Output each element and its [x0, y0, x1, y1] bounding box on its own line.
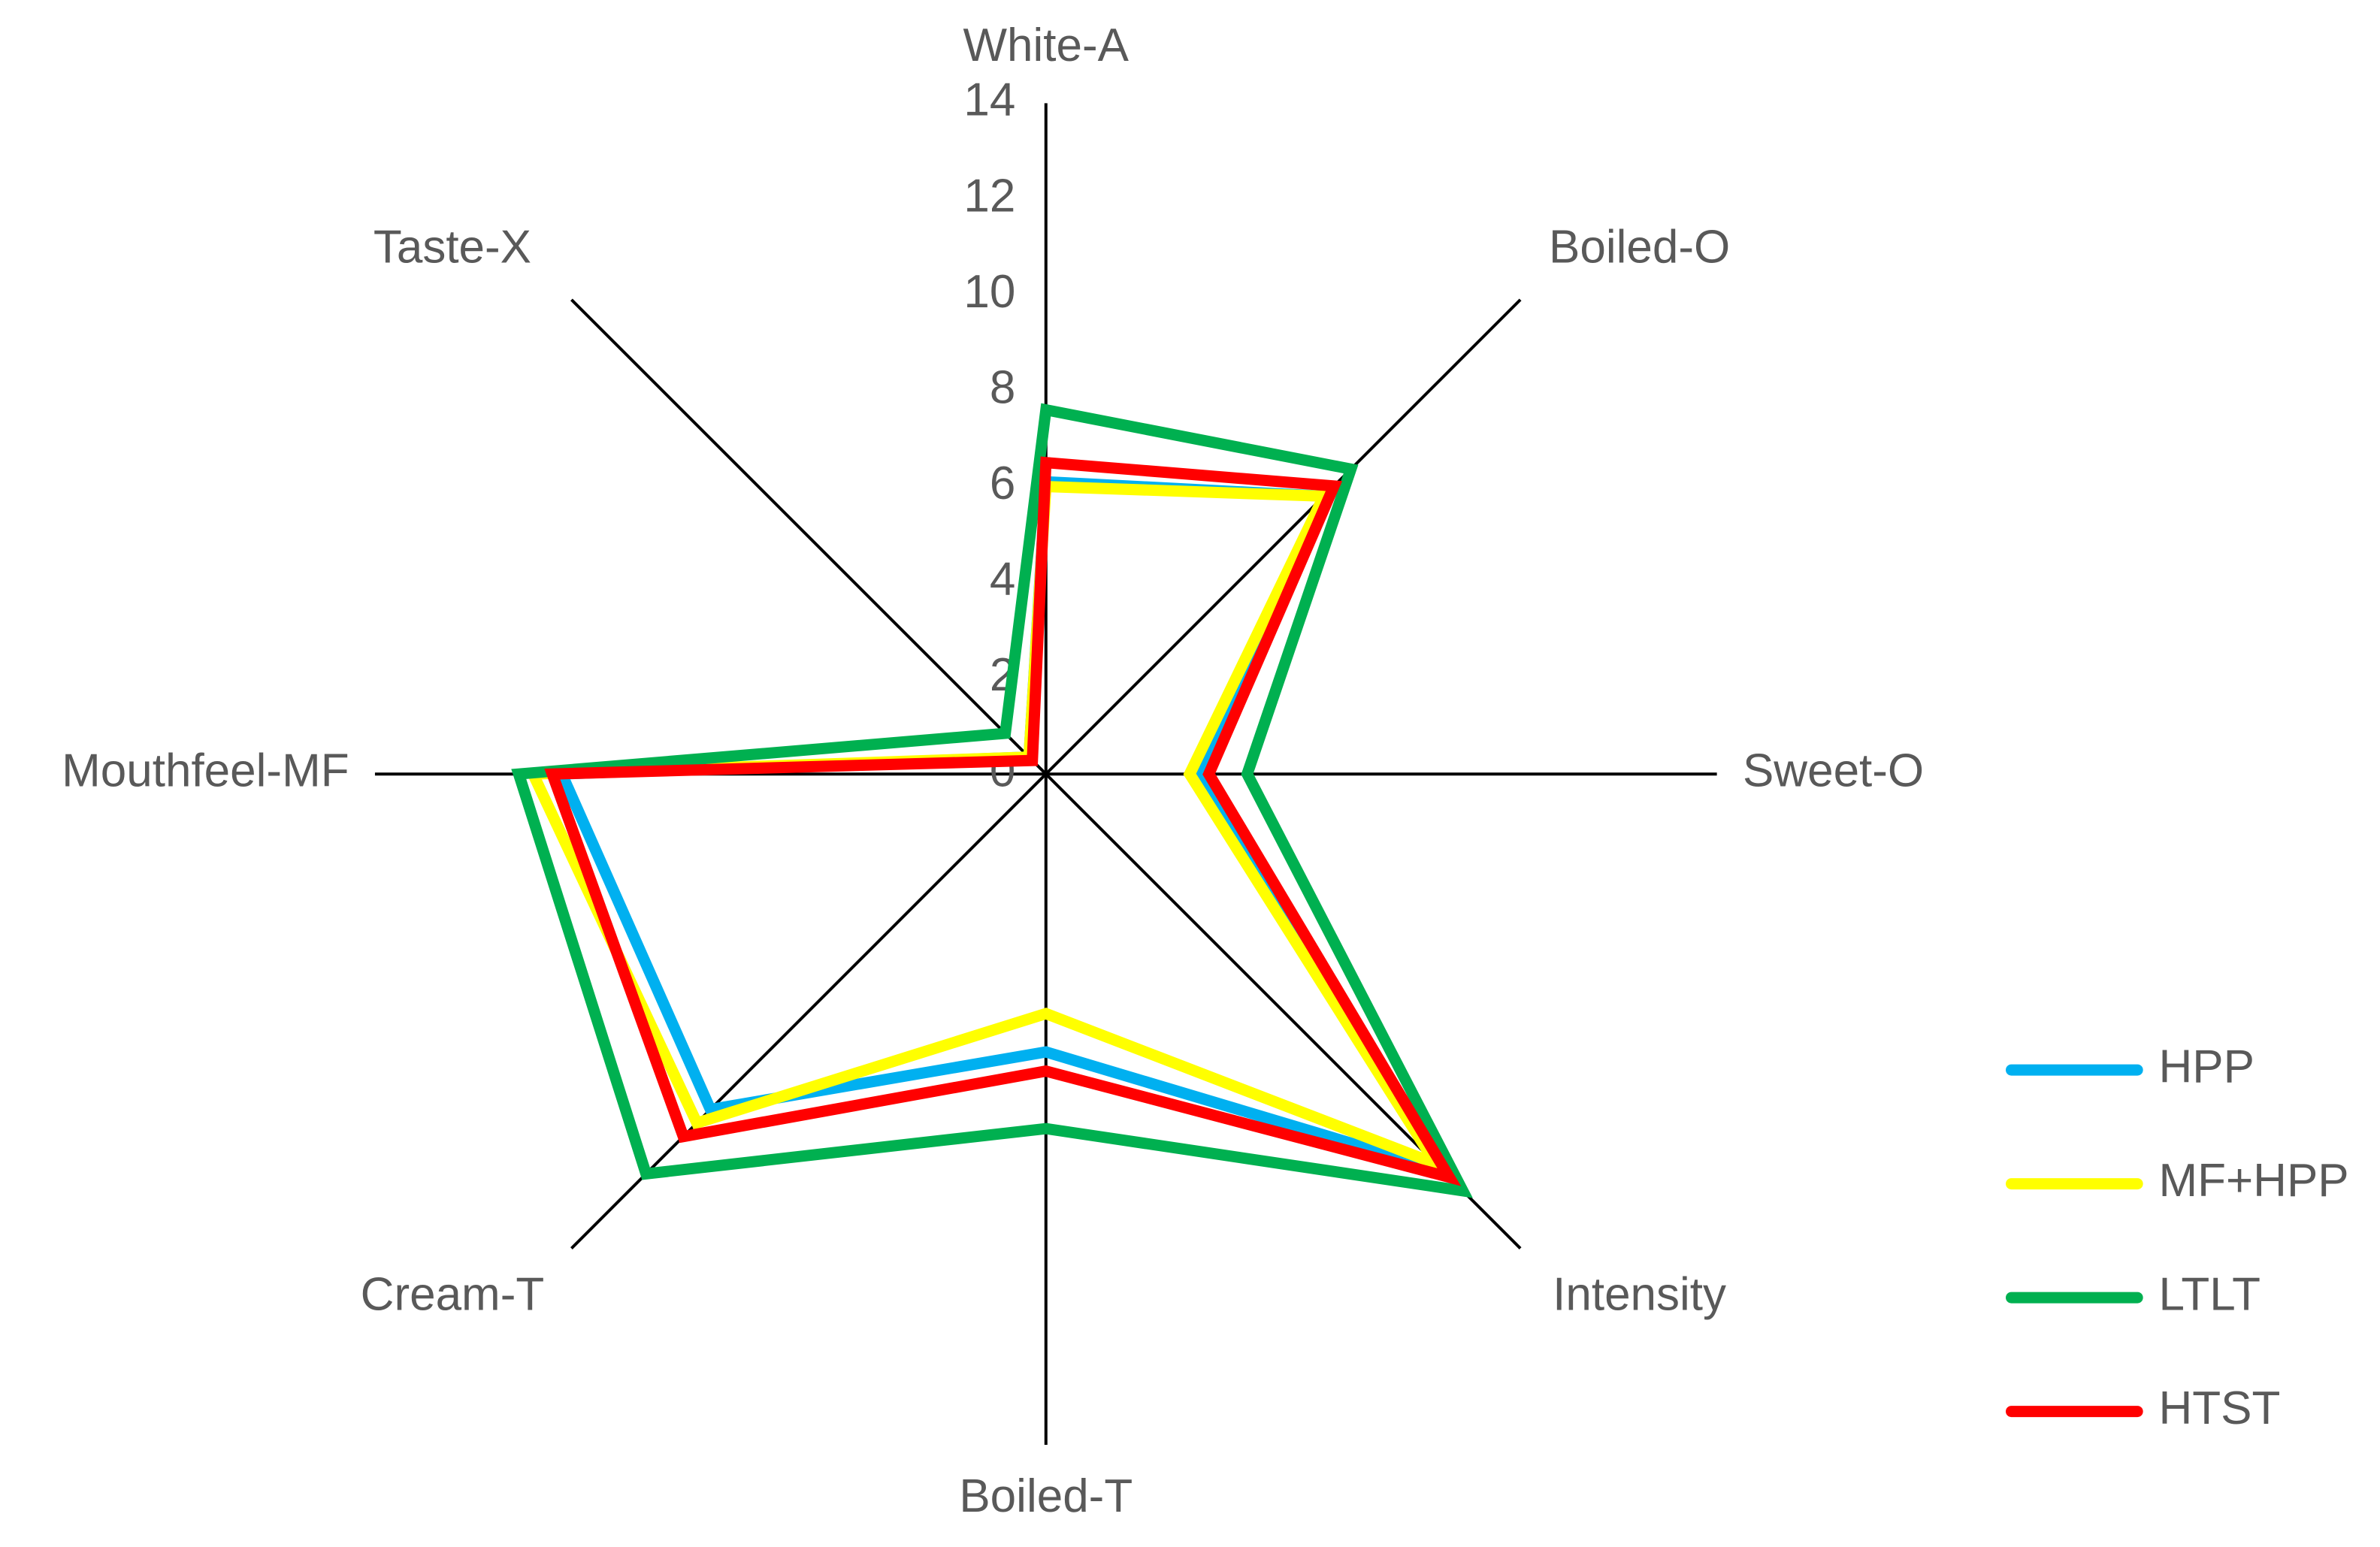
axis-line — [570, 298, 1048, 775]
axis-category-label: Intensity — [1553, 1268, 1726, 1320]
tick-label: 10 — [963, 266, 1015, 318]
axis-category-label: Sweet-O — [1743, 745, 1924, 797]
axis-category-label: Boiled-T — [959, 1470, 1133, 1522]
legend-label: HPP — [2158, 1041, 2254, 1092]
series-polygon — [511, 403, 1473, 1198]
legend-label: LTLT — [2158, 1268, 2261, 1320]
legend-label: MF+HPP — [2158, 1155, 2348, 1207]
tick-label: 12 — [963, 170, 1015, 222]
tick-label: 14 — [963, 74, 1015, 126]
axis-category-label: White-A — [963, 20, 1130, 71]
tick-label: 4 — [990, 553, 1015, 605]
axis-category-label: Boiled-O — [1549, 222, 1730, 273]
axis-line — [1045, 298, 1522, 775]
axis-category-label: Cream-T — [361, 1268, 545, 1320]
legend-label: HTST — [2158, 1382, 2280, 1434]
tick-label: 8 — [990, 361, 1015, 413]
axis-category-label: Mouthfeel-MF — [62, 745, 349, 797]
series-polygon — [544, 456, 1462, 1186]
tick-label: 6 — [990, 458, 1015, 509]
axis-category-label: Taste-X — [373, 222, 531, 273]
